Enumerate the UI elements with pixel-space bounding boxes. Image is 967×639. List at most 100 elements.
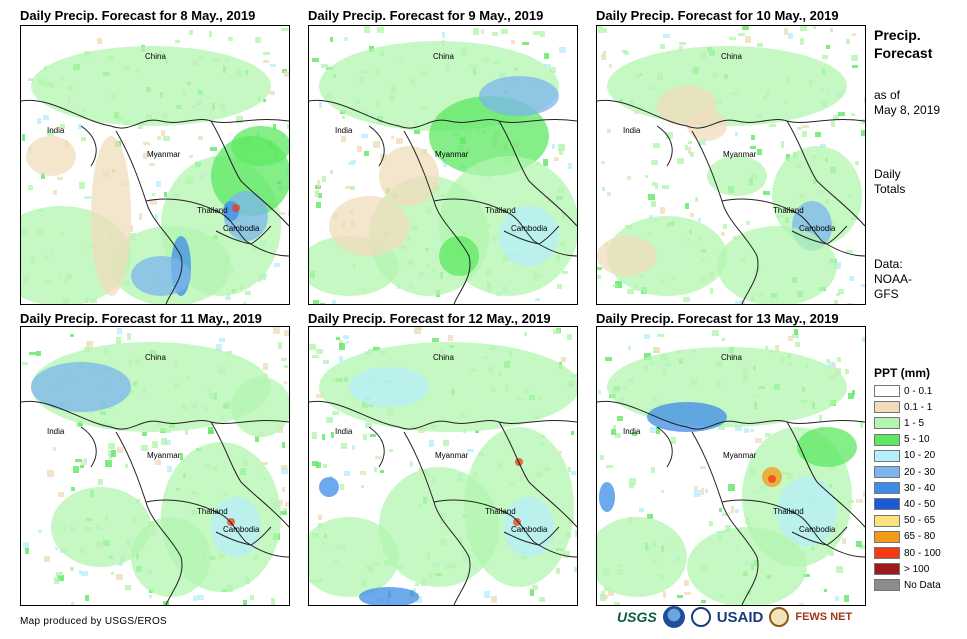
precip-cell — [71, 487, 75, 491]
label-india: India — [335, 126, 353, 135]
precip-cell — [85, 595, 89, 601]
country-border — [786, 421, 865, 528]
precip-cell — [561, 357, 566, 362]
legend-label: 10 - 20 — [904, 450, 936, 462]
precip-area — [379, 467, 499, 587]
precip-cell — [763, 191, 770, 195]
legend-item: 10 - 20 — [874, 449, 935, 463]
precip-cell — [29, 352, 36, 355]
precip-cell — [380, 470, 384, 473]
precip-cell — [28, 185, 33, 190]
precip-cell — [269, 91, 275, 95]
precip-area — [504, 497, 554, 557]
precip-cell — [834, 300, 838, 304]
usaid-seal-icon — [690, 607, 711, 627]
sidebar-asof-line1: as of — [874, 88, 901, 102]
sidebar-asof: as of May 8, 2019 — [874, 88, 940, 118]
precip-cell — [837, 357, 841, 362]
precip-cell — [802, 125, 809, 128]
precip-cell — [605, 357, 612, 361]
precip-cell — [684, 592, 691, 595]
country-border — [368, 426, 385, 468]
precip-cell — [644, 334, 650, 339]
legend-item: 50 - 65 — [874, 514, 935, 528]
precip-cell — [543, 159, 548, 166]
precip-cell — [118, 562, 123, 566]
precip-cell — [788, 336, 793, 341]
precip-cell — [562, 271, 568, 274]
precip-cell — [416, 596, 422, 603]
precip-cell — [319, 101, 322, 108]
label-thailand: Thailand — [485, 507, 516, 516]
precip-cell — [36, 351, 41, 356]
precip-cell — [57, 575, 64, 581]
precip-cell — [197, 595, 204, 600]
precip-cell — [346, 341, 349, 344]
precip-cell — [155, 214, 158, 221]
precip-cell — [829, 551, 834, 556]
precip-cell — [84, 196, 91, 199]
fews-seal-icon — [769, 607, 790, 627]
precip-cell — [37, 118, 41, 124]
precip-cell — [824, 589, 827, 592]
legend-label: 65 - 80 — [904, 531, 936, 543]
precip-cell — [781, 141, 784, 148]
precip-cell — [784, 28, 788, 35]
precip-cell — [318, 515, 322, 520]
precip-cell — [718, 424, 725, 430]
precip-cell — [559, 149, 563, 155]
precip-area — [51, 487, 151, 567]
map-2-svg — [309, 26, 577, 304]
precip-cell — [261, 273, 266, 280]
precip-cell — [575, 530, 577, 537]
precip-cell — [377, 27, 384, 33]
sidebar-asof-line2: May 8, 2019 — [874, 103, 941, 117]
precip-area — [31, 46, 271, 126]
precip-cell — [694, 490, 701, 497]
precip-cell — [657, 334, 664, 337]
precip-cell — [361, 134, 368, 138]
precip-cell — [765, 433, 771, 437]
precip-cell — [864, 97, 865, 103]
label-cambodia: Cambodia — [799, 525, 836, 534]
precip-cell — [279, 212, 285, 215]
label-cambodia: Cambodia — [223, 525, 260, 534]
legend-label: > 100 — [904, 563, 930, 575]
precip-cell — [281, 358, 287, 361]
label-india: India — [47, 126, 65, 135]
legend-label: 5 - 10 — [904, 434, 930, 446]
precip-cell — [442, 32, 445, 38]
precip-cell — [650, 427, 656, 433]
legend-item: 0.1 - 1 — [874, 400, 932, 414]
country-border — [309, 400, 577, 430]
precip-cell — [111, 450, 116, 457]
precip-cell — [608, 589, 614, 596]
precip-cell — [614, 602, 620, 605]
precip-cell — [53, 447, 56, 451]
precip-cell — [284, 365, 288, 368]
precip-area — [597, 517, 687, 597]
logos: USGS USAID FEWS NET — [617, 606, 852, 628]
precip-cell — [757, 149, 762, 155]
precip-cell — [655, 347, 660, 353]
sidebar-title-line1: Precip. — [874, 27, 921, 43]
label-india: India — [335, 427, 353, 436]
precip-cell — [815, 132, 821, 137]
sidebar-daily-line1: Daily — [874, 167, 901, 181]
precip-cell — [660, 207, 665, 214]
country-border — [791, 225, 848, 245]
precip-cell — [415, 583, 419, 586]
precip-cell — [826, 359, 830, 363]
country-border — [498, 120, 577, 227]
precip-cell — [312, 461, 318, 466]
precip-cell — [340, 484, 344, 490]
precip-cell — [152, 193, 155, 196]
precip-cell — [826, 45, 830, 49]
label-china: China — [145, 353, 166, 362]
sidebar-data-line3: GFS — [874, 287, 899, 301]
precip-cell — [501, 29, 508, 34]
precip-cell — [844, 595, 849, 602]
precip-cell — [750, 146, 756, 149]
precip-cell — [719, 508, 722, 512]
precip-cell — [656, 427, 660, 434]
